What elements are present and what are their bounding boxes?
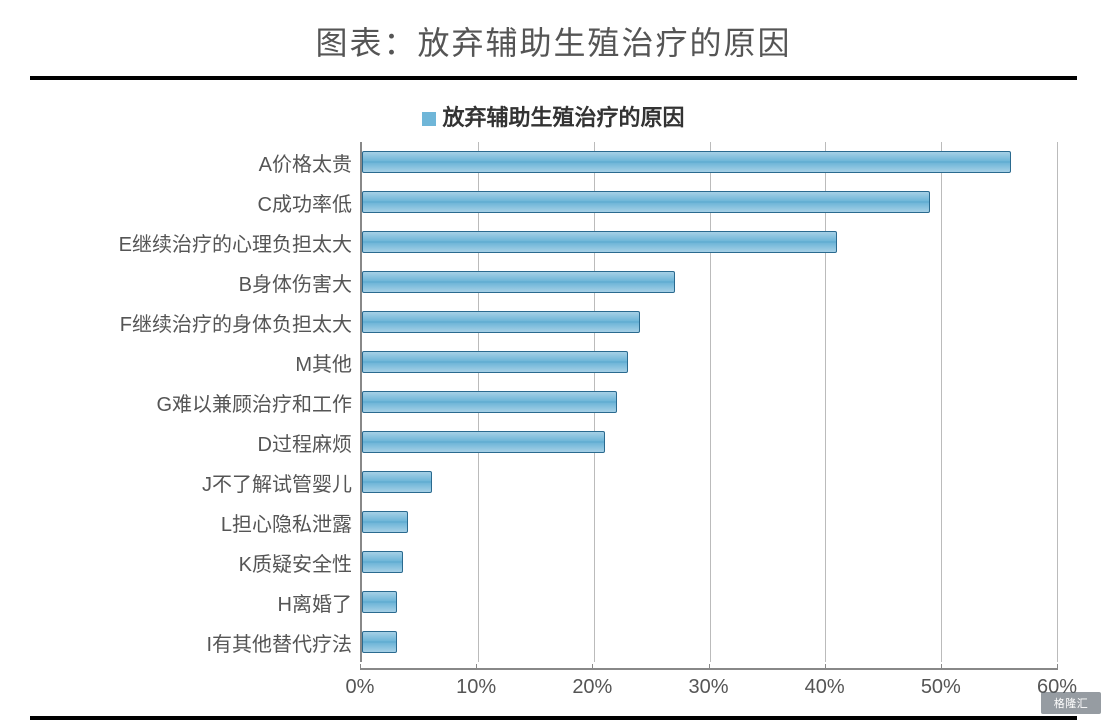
bar-row [362, 302, 1057, 342]
bar-row [362, 462, 1057, 502]
x-axis: 0%10%20%30%40%50%60% [30, 668, 1077, 698]
y-axis-label: H离婚了 [50, 582, 360, 622]
y-axis-label: F继续治疗的身体负担太大 [50, 302, 360, 342]
x-tick [592, 664, 593, 670]
bar-row [362, 182, 1057, 222]
bar-row [362, 382, 1057, 422]
y-axis-labels: A价格太贵C成功率低E继续治疗的心理负担太大B身体伤害大F继续治疗的身体负担太大… [50, 142, 360, 662]
x-axis-inner: 0%10%20%30%40%50%60% [360, 668, 1057, 698]
y-axis-label: C成功率低 [50, 182, 360, 222]
bars-region [360, 142, 1057, 662]
x-tick [360, 664, 361, 670]
x-tick-label: 10% [456, 676, 496, 699]
y-axis-label: J不了解试管婴儿 [50, 462, 360, 502]
bar-row [362, 582, 1057, 622]
bar-row [362, 622, 1057, 662]
bar [362, 191, 930, 213]
y-axis-label: G难以兼顾治疗和工作 [50, 382, 360, 422]
bar [362, 351, 628, 373]
bottom-divider [30, 716, 1077, 720]
bar-row [362, 502, 1057, 542]
bar [362, 311, 640, 333]
plot-area: A价格太贵C成功率低E继续治疗的心理负担太大B身体伤害大F继续治疗的身体负担太大… [30, 142, 1077, 662]
legend-swatch [422, 112, 436, 126]
y-axis-label: I有其他替代疗法 [50, 622, 360, 662]
bar [362, 551, 403, 573]
x-tick [476, 664, 477, 670]
x-tick-label: 30% [688, 676, 728, 699]
watermark-text: 格隆汇 [1054, 695, 1089, 711]
bar [362, 511, 408, 533]
y-axis-label: D过程麻烦 [50, 422, 360, 462]
bar-row [362, 342, 1057, 382]
x-tick-label: 40% [805, 676, 845, 699]
chart-title: 图表：放弃辅助生殖治疗的原因 [30, 10, 1077, 76]
bar-row [362, 422, 1057, 462]
bar [362, 631, 397, 653]
bar [362, 471, 432, 493]
y-axis-label: E继续治疗的心理负担太大 [50, 222, 360, 262]
x-tick [825, 664, 826, 670]
y-axis-label: M其他 [50, 342, 360, 382]
y-axis-label: K质疑安全性 [50, 542, 360, 582]
chart-container: 图表：放弃辅助生殖治疗的原因 放弃辅助生殖治疗的原因 A价格太贵C成功率低E继续… [30, 10, 1077, 710]
x-tick-label: 20% [572, 676, 612, 699]
x-tick-label: 0% [346, 676, 375, 699]
x-tick [709, 664, 710, 670]
bar [362, 591, 397, 613]
bar [362, 431, 605, 453]
bar [362, 391, 617, 413]
grid-line [1057, 142, 1058, 662]
watermark-badge: 格隆汇 [1041, 692, 1101, 714]
legend-label: 放弃辅助生殖治疗的原因 [442, 105, 684, 130]
bar-row [362, 262, 1057, 302]
x-tick [1057, 664, 1058, 670]
bar [362, 151, 1011, 173]
bar [362, 271, 675, 293]
bar-row [362, 222, 1057, 262]
chart-legend: 放弃辅助生殖治疗的原因 [30, 80, 1077, 142]
x-tick [941, 664, 942, 670]
y-axis-label: A价格太贵 [50, 142, 360, 182]
y-axis-label: B身体伤害大 [50, 262, 360, 302]
y-axis-label: L担心隐私泄露 [50, 502, 360, 542]
bar [362, 231, 837, 253]
x-tick-label: 50% [921, 676, 961, 699]
bar-row [362, 542, 1057, 582]
bar-row [362, 142, 1057, 182]
